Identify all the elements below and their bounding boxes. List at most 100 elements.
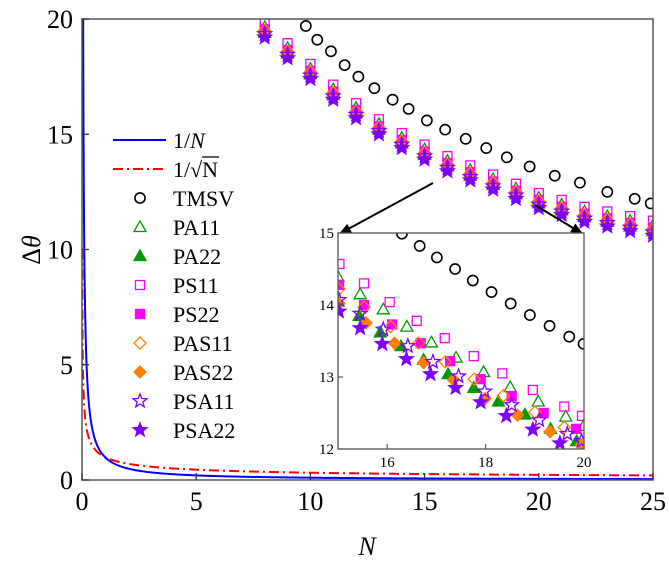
- inset-point-PSA11: [572, 432, 584, 449]
- inset-point-PA11: [558, 409, 573, 422]
- inset-point-PSA22: [373, 334, 391, 352]
- inset-point-PA11: [338, 269, 346, 283]
- point-TMSV: [368, 82, 381, 95]
- legend-item: PS22: [134, 302, 219, 327]
- inset-point-PS11: [559, 401, 570, 412]
- point-PSA22: [598, 217, 616, 234]
- legend-label: PS11: [173, 273, 219, 298]
- point-TMSV: [439, 123, 452, 136]
- point-PSA22: [415, 150, 434, 167]
- inset-point-PSA22: [497, 406, 515, 424]
- point-TMSV: [601, 185, 614, 198]
- x-tick-label: 0: [76, 487, 89, 516]
- inset-point-PSA22: [446, 378, 465, 396]
- inset-point-PSA11: [449, 367, 468, 384]
- inset-y-tick-label: 12: [319, 442, 334, 458]
- inset-markers: [338, 233, 584, 449]
- main-curves: [82, 19, 653, 480]
- inset-plot: 16 18 20 12 13 14 15: [319, 226, 592, 471]
- inset-point-PS11: [439, 332, 450, 344]
- point-TMSV: [420, 114, 433, 127]
- point-PSA22: [301, 69, 320, 87]
- y-tick-label: 10: [47, 236, 73, 265]
- point-TMSV: [311, 33, 324, 46]
- point-TMSV: [325, 45, 337, 58]
- legend-item: PA11: [132, 215, 220, 240]
- zoom-arrows: [338, 182, 584, 235]
- inset-point-PSA11: [374, 320, 392, 337]
- inset-point-PSA11: [424, 352, 442, 370]
- legend: 1/N 1/√N TMSV PA11 PA22 PS11 PS22 PAS11 PAS22 PSA…: [113, 128, 235, 443]
- inset-point-PSA11: [530, 411, 548, 428]
- inset-point-TMSV: [523, 309, 536, 321]
- inset-point-PS11: [527, 384, 538, 396]
- inset-point-PS11: [338, 258, 345, 270]
- inset-point-PSA22: [338, 302, 348, 319]
- inset-point-TMSV: [504, 297, 517, 310]
- y-axis-label-delta: Δ: [17, 248, 46, 265]
- inset-y-tick-label: 15: [319, 226, 334, 242]
- series-PSA22: [256, 28, 653, 243]
- legend-marker-TMSV: [134, 192, 146, 204]
- point-PSA22: [644, 226, 653, 243]
- inset-series-PSA22: [338, 302, 569, 449]
- point-TMSV: [574, 176, 586, 189]
- point-TMSV: [644, 197, 653, 210]
- inset-x-tick-label: 18: [478, 455, 493, 471]
- inset-point-PA22: [466, 380, 481, 393]
- point-TMSV: [500, 151, 513, 164]
- y-axis-label: Δθ: [17, 235, 46, 265]
- legend-marker-PAS22: [133, 365, 147, 379]
- legend-marker-PA22: [132, 248, 148, 262]
- legend-item: 1/N: [113, 128, 206, 153]
- inset-point-PS22: [570, 423, 582, 434]
- x-tick-label: 25: [640, 487, 666, 516]
- inset-point-PS11: [384, 296, 395, 308]
- inset-frame: [337, 232, 585, 450]
- legend-label: 1/N: [173, 128, 206, 153]
- inset-point-TMSV: [543, 319, 556, 332]
- inset-point-PA11: [424, 335, 439, 348]
- inset-point-PAS22: [543, 424, 557, 439]
- point-PSA22: [461, 171, 479, 188]
- point-TMSV: [480, 142, 493, 154]
- inset-point-PSA22: [524, 420, 542, 437]
- point-PSA22: [347, 109, 365, 126]
- point-PSA22: [370, 125, 388, 142]
- series-PSA11: [256, 24, 653, 240]
- inset-point-PSA11: [558, 424, 576, 442]
- legend-item: 1/√N: [113, 156, 219, 182]
- legend-label: PA11: [173, 215, 220, 240]
- point-TMSV: [523, 160, 536, 173]
- inset-point-PAS11: [383, 319, 398, 334]
- inset-point-PA11: [353, 286, 368, 300]
- legend-marker-PAS11: [133, 336, 147, 350]
- point-PSA22: [393, 139, 411, 156]
- x-tick-label: 20: [526, 487, 552, 516]
- legend-label: PAS22: [173, 360, 233, 385]
- inset-point-PSA22: [351, 318, 369, 336]
- point-TMSV: [386, 93, 399, 106]
- inset-point-PAS11: [557, 420, 572, 435]
- point-PSA22: [278, 49, 297, 66]
- arrow-left: [338, 182, 434, 235]
- inset-point-PSA22: [397, 349, 416, 367]
- legend-item: PSA11: [131, 389, 235, 414]
- inset-point-PA11: [531, 394, 546, 407]
- point-PSA22: [484, 180, 502, 197]
- inset-point-PSA22: [551, 434, 569, 449]
- inset-point-PA22: [491, 394, 506, 407]
- inset-point-TMSV: [430, 251, 443, 264]
- series-PA22: [257, 25, 653, 237]
- inset-y-tick-label: 13: [319, 370, 334, 386]
- y-tick-label: 0: [60, 466, 73, 495]
- point-PSA22: [621, 222, 639, 239]
- point-PAS11: [646, 221, 653, 236]
- legend-label: PAS11: [173, 331, 233, 356]
- point-PSA11: [644, 223, 653, 240]
- inset-point-TMSV: [563, 330, 576, 343]
- inset-point-PS11: [358, 278, 370, 289]
- legend-label: PSA22: [173, 418, 235, 443]
- main-markers: [256, 19, 653, 243]
